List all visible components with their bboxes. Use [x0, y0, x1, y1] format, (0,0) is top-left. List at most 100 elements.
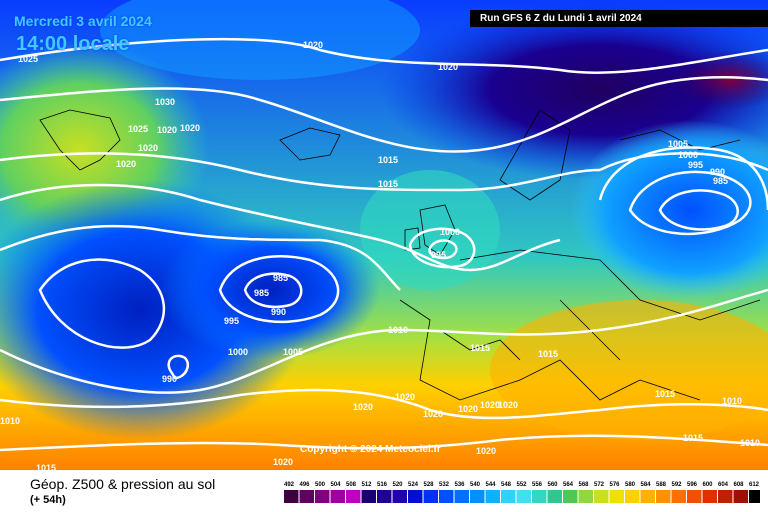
map-canvas: 1020 1025 1030 1025 1020 1020 1020 1020 … — [0, 0, 768, 470]
scale-swatch — [532, 490, 547, 503]
pressure-label: 1020 — [480, 400, 500, 410]
scale-label: 540 — [470, 482, 481, 488]
scale-label: 520 — [393, 482, 404, 488]
scale-label: 544 — [486, 482, 497, 488]
scale-label: 508 — [346, 482, 357, 488]
pressure-label: 1020 — [157, 125, 177, 135]
pressure-label: 1015 — [655, 389, 675, 399]
scale-label: 596 — [687, 482, 698, 488]
scale-label: 500 — [315, 482, 326, 488]
pressure-label: 995 — [224, 316, 239, 326]
scale-swatch — [470, 490, 485, 503]
scale-swatch — [733, 490, 748, 503]
pressure-label: 1000 — [440, 227, 460, 237]
forecast-time: 14:00 locale — [16, 33, 130, 55]
scale-label: 532 — [439, 482, 450, 488]
scale-swatch — [501, 490, 516, 503]
scale-label: 564 — [563, 482, 574, 488]
scale-swatch — [687, 490, 702, 503]
pressure-label: 1020 — [353, 402, 373, 412]
pressure-label: 1010 — [722, 396, 742, 406]
pressure-label: 1020 — [116, 159, 136, 169]
scale-label: 548 — [501, 482, 512, 488]
scale-label: 536 — [455, 482, 466, 488]
scale-swatch — [408, 490, 423, 503]
forecast-offset: (+ 54h) — [30, 494, 66, 506]
pressure-label: 1015 — [683, 433, 703, 443]
scale-swatch — [563, 490, 578, 503]
scale-swatch — [547, 490, 562, 503]
scale-label: 600 — [703, 482, 714, 488]
scale-swatch — [377, 490, 392, 503]
scale-label: 528 — [424, 482, 435, 488]
pressure-label: 1020 — [498, 400, 518, 410]
pressure-label: 1020 — [273, 457, 293, 467]
scale-swatch — [625, 490, 640, 503]
scale-label: 572 — [594, 482, 605, 488]
color-scale: 492 496 500 504 508 512 516 520 524 528 532 536 540 5… — [284, 482, 760, 503]
scale-swatch — [656, 490, 671, 503]
scale-label: 568 — [579, 482, 590, 488]
scale-swatch — [578, 490, 593, 503]
scale-label: 612 — [749, 482, 760, 488]
pressure-label: 1015 — [538, 349, 558, 359]
copyright: Copyright © 2024 Meteociel.fr — [300, 444, 441, 455]
scale-swatch — [299, 490, 314, 503]
scale-label: 492 — [284, 482, 295, 488]
scale-swatch — [749, 490, 760, 503]
pressure-label: 1020 — [476, 446, 496, 456]
scale-swatch — [346, 490, 361, 503]
scale-label: 592 — [672, 482, 683, 488]
scale-label: 556 — [532, 482, 543, 488]
scale-swatch — [315, 490, 330, 503]
pressure-label: 1015 — [36, 463, 56, 470]
pressure-label: 1015 — [378, 155, 398, 165]
scale-swatch — [439, 490, 454, 503]
scale-label: 584 — [641, 482, 652, 488]
pressure-label: 1025 — [18, 54, 38, 64]
scale-label: 516 — [377, 482, 388, 488]
pressure-label: 1000 — [228, 347, 248, 357]
pressure-label: 1020 — [180, 123, 200, 133]
scale-label: 608 — [734, 482, 745, 488]
pressure-label: 1020 — [138, 143, 158, 153]
scale-label: 552 — [517, 482, 528, 488]
pressure-label: 995 — [431, 250, 446, 260]
scale-swatch — [392, 490, 407, 503]
pressure-label: 1010 — [740, 438, 760, 448]
scale-swatch — [423, 490, 438, 503]
scale-label: 504 — [331, 482, 342, 488]
run-info: Run GFS 6 Z du Lundi 1 avril 2024 — [470, 10, 768, 27]
scale-label: 604 — [718, 482, 729, 488]
map-title: Géop. Z500 & pression au sol — [30, 476, 216, 492]
scale-swatch — [284, 490, 299, 503]
pressure-label: 1020 — [458, 404, 478, 414]
pressure-label: 1030 — [155, 97, 175, 107]
scale-swatch — [702, 490, 717, 503]
pressure-label: 990 — [271, 307, 286, 317]
pressure-label: 1025 — [128, 124, 148, 134]
scale-swatch — [671, 490, 686, 503]
pressure-label: 1005 — [283, 347, 303, 357]
pressure-label: 1020 — [438, 62, 458, 72]
pressure-label: 995 — [688, 160, 703, 170]
scale-label: 496 — [300, 482, 311, 488]
pressure-label: 1000 — [678, 150, 698, 160]
pressure-label: 1010 — [388, 325, 408, 335]
scale-swatch — [454, 490, 469, 503]
scale-label: 588 — [656, 482, 667, 488]
pressure-label: 990 — [162, 374, 177, 384]
scale-swatch — [361, 490, 376, 503]
scale-label: 560 — [548, 482, 559, 488]
scale-label: 524 — [408, 482, 419, 488]
scale-swatch — [485, 490, 500, 503]
scale-label: 580 — [625, 482, 636, 488]
weather-map: 1020 1025 1030 1025 1020 1020 1020 1020 … — [0, 0, 768, 470]
pressure-label: 1015 — [470, 343, 490, 353]
coastlines — [39, 109, 761, 401]
pressure-label: 985 — [254, 288, 269, 298]
scale-swatch — [330, 490, 345, 503]
pressure-label: 1005 — [668, 139, 688, 149]
scale-swatch — [718, 490, 733, 503]
scale-label: 576 — [610, 482, 621, 488]
